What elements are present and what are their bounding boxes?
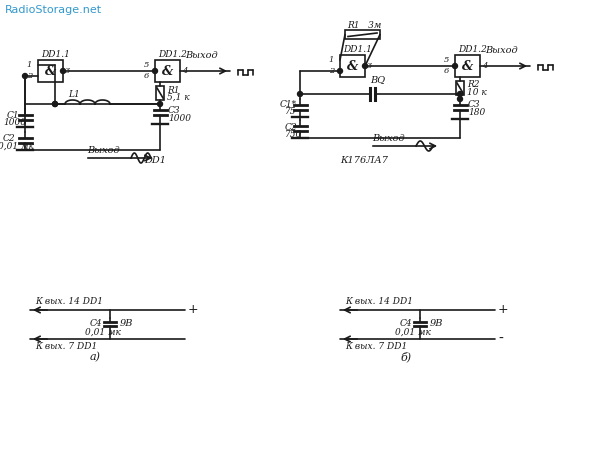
Text: 6: 6 <box>143 72 149 80</box>
Text: DD1.2: DD1.2 <box>458 44 487 53</box>
Circle shape <box>60 69 65 74</box>
Text: 1000: 1000 <box>168 113 191 122</box>
Text: &: & <box>45 64 56 78</box>
Text: DD1: DD1 <box>144 155 166 165</box>
Circle shape <box>337 69 342 74</box>
Circle shape <box>157 101 162 106</box>
Circle shape <box>152 69 157 74</box>
Text: &: & <box>462 59 473 73</box>
Text: C4: C4 <box>90 319 102 329</box>
Text: 2: 2 <box>27 72 32 80</box>
Circle shape <box>52 101 57 106</box>
Circle shape <box>458 96 462 101</box>
Circle shape <box>23 74 27 79</box>
Text: 75: 75 <box>285 106 296 116</box>
Bar <box>455 55 480 77</box>
Text: C2: C2 <box>3 133 16 143</box>
Text: +: + <box>498 303 509 317</box>
Text: &: & <box>347 59 358 73</box>
Text: б): б) <box>400 351 411 362</box>
Circle shape <box>52 101 57 106</box>
Circle shape <box>453 64 458 69</box>
Text: а): а) <box>90 352 101 362</box>
Text: DD1.1: DD1.1 <box>343 44 372 53</box>
Text: DD1.1: DD1.1 <box>41 49 70 58</box>
Text: 5,1 к: 5,1 к <box>167 92 190 101</box>
Text: 0,01 мк: 0,01 мк <box>85 328 121 336</box>
Text: К вых. 7 DD1: К вых. 7 DD1 <box>35 342 97 351</box>
Text: К вых. 14 DD1: К вых. 14 DD1 <box>35 298 103 307</box>
Text: 3: 3 <box>65 67 70 75</box>
Text: 1: 1 <box>27 61 32 69</box>
Text: 0,01 мк: 0,01 мк <box>395 328 431 336</box>
Circle shape <box>298 91 303 96</box>
Text: Выход: Выход <box>485 46 518 54</box>
Text: 4: 4 <box>482 62 487 70</box>
Bar <box>456 81 464 95</box>
Text: R2: R2 <box>467 80 479 89</box>
Text: 9В: 9В <box>430 319 443 329</box>
Bar <box>38 60 63 82</box>
Text: DD1.2: DD1.2 <box>158 49 187 58</box>
Text: &: & <box>162 64 173 78</box>
Text: 5: 5 <box>143 61 149 69</box>
Text: 750: 750 <box>285 129 303 138</box>
Text: +: + <box>188 303 199 317</box>
Text: 4: 4 <box>182 67 187 75</box>
Text: C2: C2 <box>285 122 298 132</box>
Text: 1000: 1000 <box>3 117 26 127</box>
Text: BQ: BQ <box>370 75 385 85</box>
Text: 180: 180 <box>468 107 485 117</box>
Text: 10 к: 10 к <box>467 87 487 96</box>
Bar <box>156 86 164 100</box>
Text: 9В: 9В <box>120 319 134 329</box>
Text: Выход: Выход <box>372 133 404 143</box>
Text: C1*: C1* <box>280 100 297 108</box>
Text: L1: L1 <box>68 90 80 99</box>
Text: C3: C3 <box>168 106 181 115</box>
Text: К вых. 7 DD1: К вых. 7 DD1 <box>345 342 407 351</box>
Text: К176ЛА7: К176ЛА7 <box>340 155 388 165</box>
Bar <box>340 55 365 77</box>
Bar <box>345 30 380 39</box>
Text: 0,01 мк: 0,01 мк <box>0 142 34 150</box>
Text: 1: 1 <box>329 56 334 64</box>
Text: 3: 3 <box>367 62 372 70</box>
Text: C3: C3 <box>468 100 481 108</box>
Text: R1   3м: R1 3м <box>347 21 381 30</box>
Text: Выход: Выход <box>87 145 120 154</box>
Text: К вых. 14 DD1: К вых. 14 DD1 <box>345 298 413 307</box>
Text: RadioStorage.net: RadioStorage.net <box>5 5 102 15</box>
Text: -: - <box>498 332 503 346</box>
Text: R1: R1 <box>167 85 179 95</box>
Circle shape <box>362 64 367 69</box>
Text: 5: 5 <box>443 56 449 64</box>
Text: C1: C1 <box>7 111 20 119</box>
Bar <box>155 60 180 82</box>
Text: 6: 6 <box>443 67 449 75</box>
Text: C4: C4 <box>400 319 412 329</box>
Text: 2: 2 <box>329 67 334 75</box>
Circle shape <box>458 91 462 96</box>
Text: Выход: Выход <box>185 51 218 59</box>
